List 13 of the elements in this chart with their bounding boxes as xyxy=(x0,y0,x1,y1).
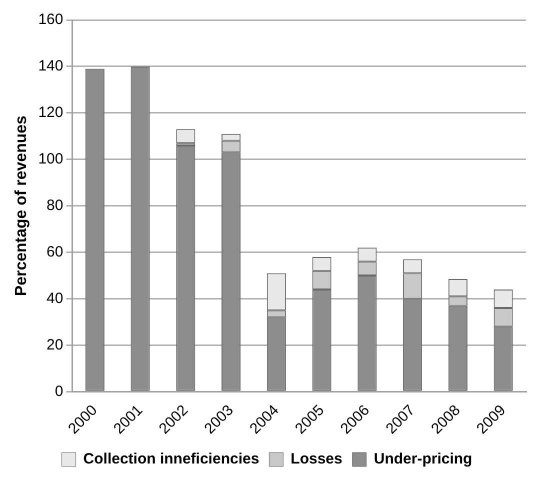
y-tick-label: 120 xyxy=(38,104,64,122)
y-tick-label: 0 xyxy=(54,382,64,400)
y-tick-label: 140 xyxy=(38,58,64,75)
y-tick-label: 100 xyxy=(38,150,64,168)
y-tick-label: 80 xyxy=(46,196,64,214)
y-tick-label: 20 xyxy=(46,336,64,354)
y-tick-label: 40 xyxy=(46,290,64,307)
y-tick-label: 60 xyxy=(46,243,64,260)
y-tick-label: 160 xyxy=(38,11,64,28)
legend-label: Losses xyxy=(290,450,342,468)
legend-label: Collection inneficiencies xyxy=(83,450,260,468)
y-axis-title: Percentage of revenues xyxy=(13,115,30,296)
legend-label: Under-pricing xyxy=(374,450,472,468)
